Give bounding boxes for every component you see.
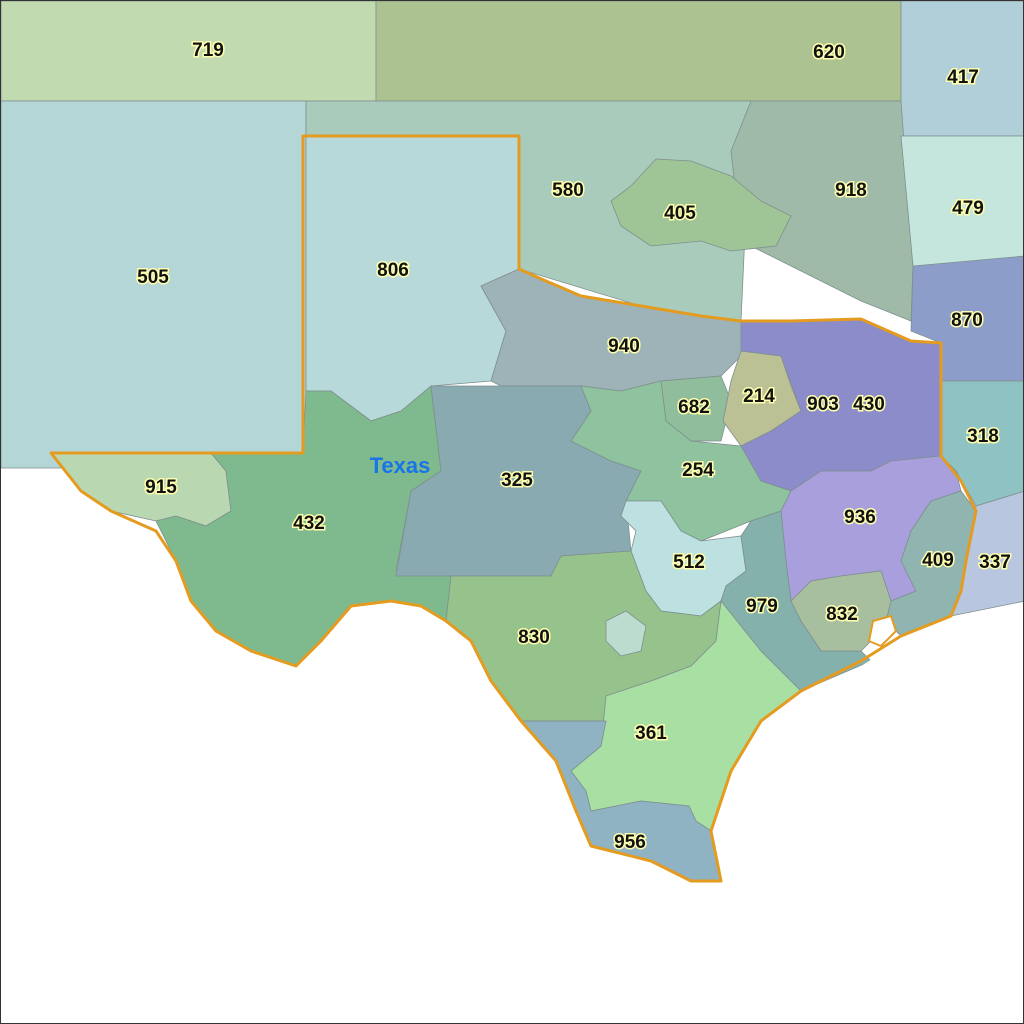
- gulf-coast: [716, 611, 1023, 1023]
- label-361: 361: [635, 723, 667, 744]
- label-682: 682: [678, 397, 710, 418]
- label-870: 870: [951, 310, 983, 331]
- region-719: [1, 1, 377, 102]
- label-505: 505: [137, 267, 169, 288]
- label-580: 580: [552, 180, 584, 201]
- label-430: 430: [853, 394, 885, 415]
- label-214: 214: [743, 386, 775, 407]
- label-432: 432: [293, 513, 325, 534]
- label-719: 719: [192, 40, 224, 61]
- label-417: 417: [947, 67, 979, 88]
- state-label-texas: Texas: [370, 453, 431, 478]
- label-254: 254: [682, 460, 714, 481]
- region-417: [900, 1, 1023, 137]
- label-979: 979: [746, 596, 778, 617]
- label-940: 940: [608, 336, 640, 357]
- label-832: 832: [826, 604, 858, 625]
- region-830-enclave: [605, 610, 647, 657]
- label-903: 903: [807, 394, 839, 415]
- label-918: 918: [835, 180, 867, 201]
- label-409: 409: [922, 550, 954, 571]
- label-479: 479: [952, 198, 984, 219]
- label-405: 405: [664, 203, 696, 224]
- galveston-bay: [867, 614, 898, 648]
- region-806: [305, 135, 520, 422]
- label-830: 830: [518, 627, 550, 648]
- label-915: 915: [145, 477, 177, 498]
- label-936: 936: [844, 507, 876, 528]
- texas-border: [49, 134, 978, 883]
- label-325: 325: [501, 470, 533, 491]
- label-806: 806: [377, 260, 409, 281]
- label-337: 337: [979, 552, 1011, 573]
- region-405: [610, 158, 792, 252]
- label-956: 956: [614, 832, 646, 853]
- label-512: 512: [673, 552, 705, 573]
- label-620: 620: [813, 42, 845, 63]
- label-318: 318: [967, 426, 999, 447]
